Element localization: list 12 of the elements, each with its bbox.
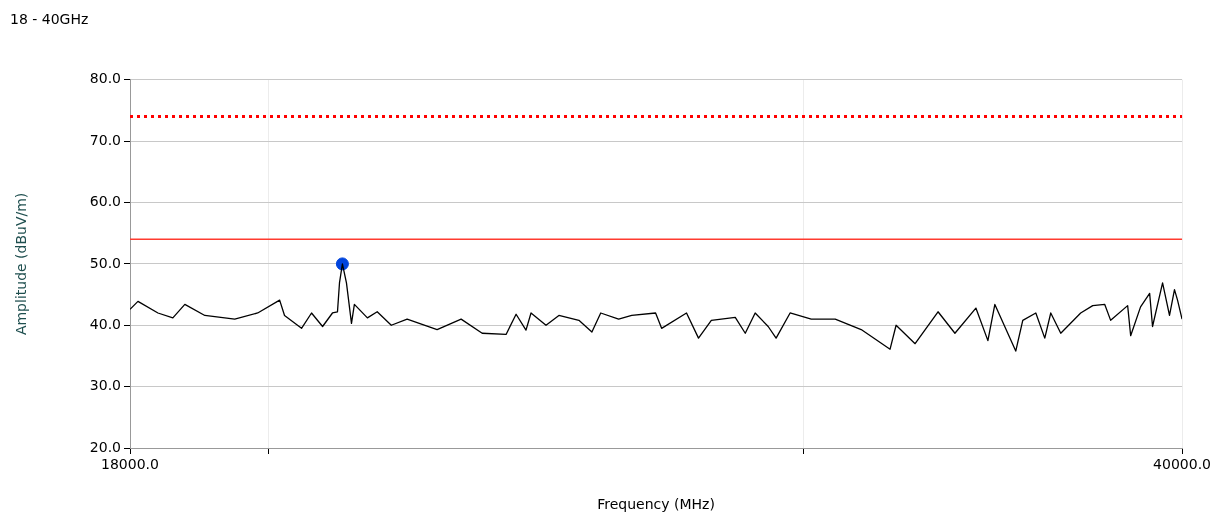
y-tick-label: 20.0	[89, 438, 121, 455]
y-tick-label: 60.0	[89, 193, 121, 210]
x-axis-title: Frequency (MHz)	[597, 496, 715, 513]
y-tick-label: 70.0	[89, 131, 121, 148]
y-tick-label: 80.0	[89, 70, 121, 87]
y-tick-label: 50.0	[89, 254, 121, 271]
y-tick-label: 40.0	[89, 315, 121, 332]
chart-title: 18 - 40GHz	[10, 11, 89, 28]
y-tick-label: 30.0	[89, 377, 121, 394]
x-tick-label: 40000.0	[1153, 456, 1212, 473]
x-tick-label: 18000.0	[101, 456, 159, 473]
y-axis-title: Amplitude (dBuV/m)	[13, 192, 30, 336]
